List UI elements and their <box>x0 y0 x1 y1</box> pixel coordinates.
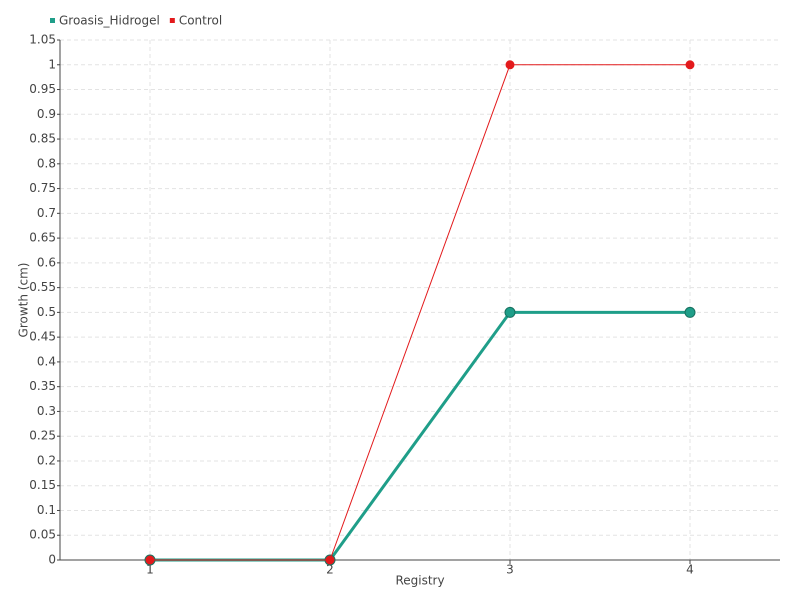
y-tick-label: 0 <box>48 553 56 567</box>
series-line <box>150 64 690 561</box>
y-tick-label: 0.95 <box>29 82 56 96</box>
y-tick-label: 0.2 <box>37 453 56 467</box>
y-tick-label: 0.85 <box>29 132 56 146</box>
y-tick-label: 0.15 <box>29 478 56 492</box>
y-tick-label: 0.25 <box>29 429 56 443</box>
legend-label: Groasis_Hidrogel <box>59 14 160 28</box>
x-tick-label: 1 <box>146 563 154 577</box>
legend-swatch <box>50 18 55 23</box>
legend-label: Control <box>179 14 222 28</box>
y-tick-label: 0.5 <box>37 305 56 319</box>
data-point <box>504 306 516 318</box>
y-tick-label: 0.35 <box>29 379 56 393</box>
y-tick-label: 0.9 <box>37 107 56 121</box>
y-tick-label: 0.8 <box>37 156 56 170</box>
y-tick-label: 0.05 <box>29 528 56 542</box>
y-tick-label: 0.4 <box>37 354 56 368</box>
y-tick-label: 0.55 <box>29 280 56 294</box>
y-tick-label: 0.65 <box>29 231 56 245</box>
data-point <box>685 60 695 70</box>
data-point <box>325 555 335 565</box>
data-point <box>505 60 515 70</box>
data-point <box>684 306 696 318</box>
y-tick-label: 0.7 <box>37 206 56 220</box>
y-axis-label: Growth (cm) <box>17 263 31 338</box>
x-tick-label: 4 <box>686 563 694 577</box>
x-tick-label: 2 <box>326 563 334 577</box>
y-tick-label: 0.6 <box>37 255 56 269</box>
y-tick-label: 0.75 <box>29 181 56 195</box>
y-tick-label: 0.1 <box>37 503 56 517</box>
y-tick-label: 0.45 <box>29 330 56 344</box>
x-axis-label: Registry <box>395 574 444 588</box>
y-tick-label: 0.3 <box>37 404 56 418</box>
data-point <box>145 555 155 565</box>
y-tick-label: 1 <box>48 57 56 71</box>
x-tick-label: 3 <box>506 563 514 577</box>
legend-swatch <box>169 18 175 23</box>
y-tick-label: 1.05 <box>29 33 56 47</box>
